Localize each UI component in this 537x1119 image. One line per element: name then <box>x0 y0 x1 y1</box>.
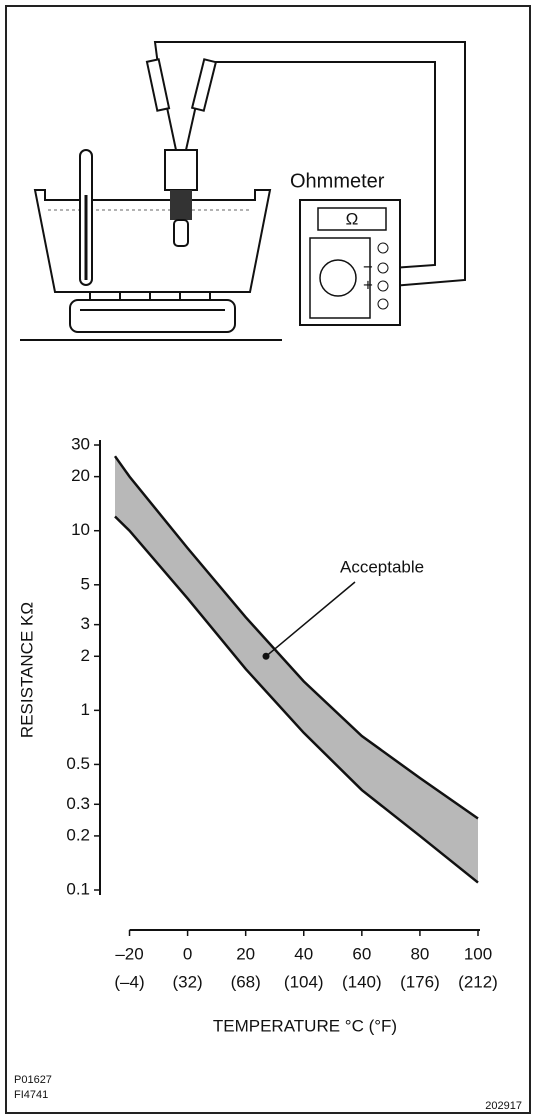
x-tick-sublabel: (68) <box>231 972 261 991</box>
illustration: Ω − + Ohmmeter <box>20 41 466 341</box>
minus-sign: − <box>363 257 373 276</box>
meter-label: Ohmmeter <box>290 170 385 192</box>
code: FI4741 <box>14 1089 48 1101</box>
x-tick-label: 80 <box>410 944 429 963</box>
code: 202917 <box>485 1100 522 1112</box>
meter-display <box>317 207 387 231</box>
sensor-thread <box>170 190 192 220</box>
bound-line <box>114 515 479 884</box>
y-tick-label: 2 <box>81 646 90 665</box>
annotation-point <box>262 652 270 660</box>
x-tick-sublabel: (104) <box>284 972 324 991</box>
jack <box>377 298 389 310</box>
y-tick-label: 5 <box>81 574 90 593</box>
jack <box>377 262 389 274</box>
jack <box>377 242 389 254</box>
x-tick-sublabel: (140) <box>342 972 382 991</box>
y-tick-label: 0.1 <box>66 879 90 898</box>
y-tick-label: 0.2 <box>66 825 90 844</box>
jack <box>377 280 389 292</box>
y-tick-label: 10 <box>71 520 90 539</box>
x-tick-sublabel: (32) <box>172 972 202 991</box>
x-tick-sublabel: (212) <box>458 972 498 991</box>
y-tick-label: 20 <box>71 466 90 485</box>
x-axis-label: TEMPERATURE °C (°F) <box>213 1016 397 1035</box>
y-tick-label: 3 <box>81 614 90 633</box>
burner <box>69 299 236 333</box>
meter-display-text: Ω <box>346 209 359 228</box>
code: P01627 <box>14 1074 52 1086</box>
y-axis-label: RESISTANCE KΩ <box>17 602 36 738</box>
frame <box>5 5 531 1114</box>
annotation-leader <box>265 581 356 657</box>
annotation-text: Acceptable <box>340 557 424 576</box>
y-tick-label: 0.5 <box>66 754 90 773</box>
meter-dial <box>319 259 357 297</box>
x-tick-sublabel: (176) <box>400 972 440 991</box>
y-tick-label: 1 <box>81 700 90 719</box>
x-tick-label: 60 <box>352 944 371 963</box>
x-tick-label: –20 <box>115 944 143 963</box>
x-tick-sublabel: (–4) <box>114 972 144 991</box>
y-tick-label: 30 <box>71 434 90 453</box>
pot <box>33 189 272 293</box>
acceptable-band <box>115 456 478 883</box>
sensor-tip <box>173 219 189 247</box>
sensor-connector <box>164 149 198 191</box>
x-tick-label: 40 <box>294 944 313 963</box>
probe <box>190 58 218 112</box>
flames <box>80 292 225 311</box>
x-tick-label: 100 <box>464 944 492 963</box>
plus-sign: + <box>363 275 373 294</box>
x-tick-label: 0 <box>183 944 192 963</box>
y-tick-label: 0.3 <box>66 794 90 813</box>
x-tick-label: 20 <box>236 944 255 963</box>
probe <box>145 58 171 112</box>
bound-line <box>113 455 479 820</box>
